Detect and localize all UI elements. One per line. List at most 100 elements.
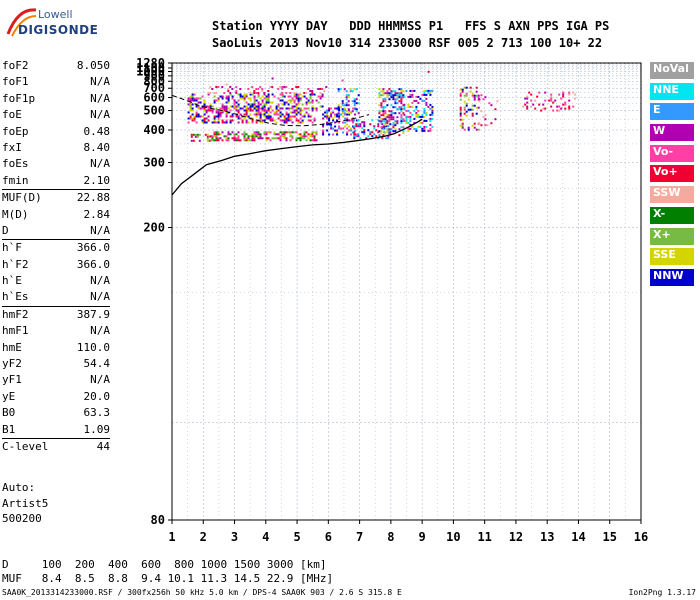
echo-point: [261, 137, 264, 140]
parameter-row: fmin 2.10: [2, 173, 110, 189]
parameter-name: h`Es: [2, 290, 29, 304]
echo-point: [348, 119, 351, 122]
echo-point: [350, 119, 353, 122]
echo-point: [386, 130, 389, 133]
echo-point: [233, 103, 236, 106]
echo-point: [387, 135, 390, 138]
echo-point: [564, 107, 567, 110]
echo-point: [227, 95, 230, 98]
y-tick-label: 500: [143, 104, 165, 118]
echo-point: [459, 108, 462, 111]
echo-point: [191, 99, 194, 102]
echo-point: [421, 127, 424, 130]
echo-point: [259, 107, 262, 110]
echo-point: [195, 113, 198, 116]
echo-point: [400, 94, 403, 97]
echo-point: [461, 88, 464, 91]
echo-point: [233, 135, 236, 138]
echo-point: [289, 92, 292, 94]
echo-point: [247, 109, 250, 112]
echo-point: [390, 118, 393, 121]
echo-point: [345, 110, 348, 113]
echo-point: [384, 120, 387, 123]
echo-point: [263, 93, 266, 96]
parameter-value: 366.0: [76, 257, 110, 271]
echo-point: [257, 101, 260, 104]
echo-point: [396, 120, 399, 123]
echo-point: [263, 109, 266, 112]
echo-point: [305, 92, 308, 94]
echo-point: [225, 137, 228, 140]
echo-point: [215, 109, 218, 112]
echo-point: [247, 137, 250, 140]
echo-point: [423, 109, 426, 112]
echo-point: [311, 109, 314, 112]
echo-point: [380, 90, 383, 93]
echo-point: [421, 99, 424, 102]
echo-point: [348, 125, 351, 128]
echo-point: [197, 107, 200, 110]
echo-point: [225, 95, 228, 98]
echo-point: [347, 112, 350, 115]
echo-point: [574, 93, 577, 96]
echo-point: [405, 121, 408, 124]
echo-point: [411, 125, 414, 128]
echo-point: [231, 137, 234, 140]
echo-point: [291, 115, 294, 118]
echo-point: [409, 119, 412, 122]
echo-point: [392, 118, 395, 121]
echo-point: [231, 88, 234, 90]
echo-point: [277, 105, 280, 108]
echo-point: [461, 122, 464, 125]
echo-point: [243, 131, 246, 134]
echo-point: [207, 107, 210, 110]
echo-point: [263, 105, 266, 108]
echo-point: [275, 111, 278, 114]
echo-point: [548, 99, 551, 102]
echo-point: [199, 107, 202, 110]
echo-point: [382, 120, 385, 123]
echo-point: [349, 88, 352, 91]
echo-point: [193, 99, 196, 102]
echo-point: [367, 129, 370, 132]
echo-point: [396, 102, 399, 105]
echo-point: [297, 121, 300, 124]
echo-point: [375, 129, 378, 132]
echo-point: [245, 95, 248, 98]
echo-point: [269, 119, 272, 122]
echo-point: [265, 133, 268, 136]
echo-point: [471, 108, 474, 111]
echo-point: [467, 108, 470, 111]
echo-point: [353, 88, 356, 91]
echo-point: [299, 135, 302, 138]
echo-point: [203, 113, 206, 116]
echo-point: [257, 92, 260, 94]
echo-point: [205, 105, 208, 108]
echo-point: [380, 94, 383, 97]
echo-point: [392, 122, 395, 125]
echo-point: [253, 113, 256, 116]
echo-point: [388, 120, 391, 123]
echo-point: [253, 137, 256, 140]
echo-point: [303, 115, 306, 118]
echo-point: [409, 117, 412, 120]
plot-frame: [171, 62, 642, 521]
echo-point: [471, 94, 474, 97]
echo-point: [326, 121, 329, 124]
echo-point: [554, 99, 557, 102]
echo-point: [524, 97, 527, 100]
echo-point: [392, 126, 395, 129]
parameter-row: yF2 54.4: [2, 356, 110, 372]
echo-point: [259, 97, 262, 100]
echo-point: [249, 113, 252, 116]
echo-point: [257, 109, 260, 112]
parameter-value: 1.09: [83, 422, 111, 436]
echo-point: [382, 128, 385, 131]
echo-point: [213, 115, 216, 118]
echo-point: [429, 129, 432, 132]
x-tick-label: 1: [168, 530, 175, 544]
echo-point: [245, 107, 248, 110]
echo-point: [194, 133, 197, 136]
echo-point: [269, 105, 272, 108]
echo-point: [239, 95, 242, 98]
